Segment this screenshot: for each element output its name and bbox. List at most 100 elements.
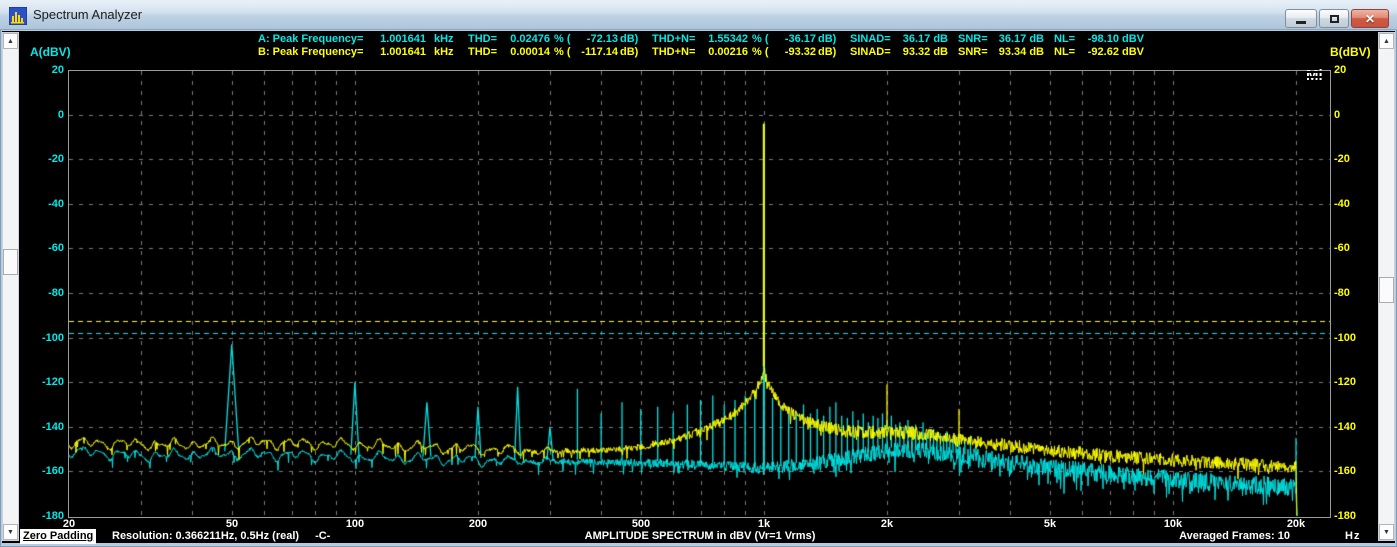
- readout-cell: kHz: [434, 46, 454, 58]
- minimize-button[interactable]: [1285, 9, 1317, 28]
- resolution-row: Resolution: 0.366211Hz, 0.5Hz (real) -C-: [112, 530, 330, 542]
- readout-cell: kHz: [434, 33, 454, 45]
- x-axis-tick: 50: [225, 518, 239, 530]
- x-axis-tick: 5k: [1043, 518, 1057, 530]
- right-scroll-down-button[interactable]: ▼: [1379, 524, 1394, 540]
- readout-row-channel-a: A: Peak Frequency= 1.001641 kHz THD= 0.02476…: [258, 33, 1144, 46]
- app-icon: [9, 7, 27, 25]
- resolution-text: Resolution: 0.366211Hz, 0.5Hz (real): [112, 530, 300, 542]
- left-scrollbar-thumb[interactable]: [3, 249, 18, 275]
- y-axis-tick-right: -140: [1334, 421, 1357, 433]
- y-axis-tick-left: -60: [48, 242, 64, 254]
- y-axis-tick-left: -140: [41, 421, 64, 433]
- x-axis-unit: Hz: [1345, 530, 1361, 542]
- readout-cell: -72.13: [586, 33, 618, 45]
- title-bar[interactable]: Spectrum Analyzer ✕: [0, 0, 1397, 30]
- readout-cell: A: Peak Frequency=: [258, 33, 364, 45]
- readout-cell: 93.34 dB: [998, 46, 1044, 58]
- averaged-frames-text: Averaged Frames: 10: [1179, 530, 1290, 542]
- readout-cell: 0.00014: [510, 46, 550, 58]
- left-scroll-up-button[interactable]: ▲: [3, 33, 18, 49]
- mi-logo: Mi: [1306, 67, 1332, 85]
- readout-cell: 0.02476: [510, 33, 550, 45]
- x-axis-tick: 20k: [1286, 518, 1306, 530]
- x-axis-tick: 200: [468, 518, 488, 530]
- readout-cell: -117.14: [581, 46, 618, 58]
- x-axis-tick: 10k: [1163, 518, 1183, 530]
- left-axis-title: A(dBV): [30, 45, 71, 59]
- x-axis-tick: 2k: [880, 518, 894, 530]
- readout-cell: SNR=: [958, 46, 988, 58]
- mi-logo-stripe: [1306, 71, 1330, 73]
- readout-cell: 1.001641: [380, 33, 426, 45]
- readout-cell: % (: [752, 33, 769, 45]
- scroll-up-icon: ▲: [1383, 37, 1390, 45]
- y-axis-tick-right: -80: [1334, 287, 1350, 299]
- readout-cell: dB): [620, 46, 639, 58]
- readout-cell: NL=: [1054, 46, 1076, 58]
- readout-cell: SNR=: [958, 33, 988, 45]
- y-axis-tick-left: 20: [51, 64, 64, 76]
- right-scrollbar[interactable]: ▲ ▼: [1378, 32, 1395, 541]
- readout-cell: dB): [818, 33, 837, 45]
- window-title: Spectrum Analyzer: [33, 7, 143, 22]
- readout-cell: THD=: [468, 46, 498, 58]
- readout-cell: % (: [752, 46, 769, 58]
- y-axis-tick-right: 0: [1334, 109, 1341, 121]
- readout-cell: SINAD=: [850, 46, 891, 58]
- readout-cell: 36.17 dB: [998, 33, 1044, 45]
- plot-frame: [68, 70, 1331, 518]
- scroll-down-icon: ▼: [1383, 528, 1390, 536]
- y-axis-tick-left: 0: [57, 109, 64, 121]
- scroll-down-icon: ▼: [7, 528, 14, 536]
- mi-logo-stripe: [1306, 76, 1330, 78]
- right-axis-title: B(dBV): [1330, 45, 1371, 59]
- y-axis-tick-right: -120: [1334, 376, 1357, 388]
- readout-cell: B: Peak Frequency=: [258, 46, 364, 58]
- y-axis-tick-right: -160: [1334, 465, 1357, 477]
- readout-cell: THD+N=: [652, 46, 696, 58]
- readout-cell: THD+N=: [652, 33, 696, 45]
- readout-cell: 1.55342: [708, 33, 748, 45]
- y-axis-tick-left: -40: [48, 198, 64, 210]
- y-axis-tick-right: -180: [1334, 510, 1357, 522]
- spectrum-plot-canvas[interactable]: [69, 71, 1330, 517]
- x-axis-tick: 20: [62, 518, 76, 530]
- y-axis-tick-right: -60: [1334, 242, 1350, 254]
- x-axis-tick: 500: [631, 518, 651, 530]
- zero-padding-indicator: Zero Padding: [20, 529, 97, 544]
- readout-cell: NL=: [1054, 33, 1076, 45]
- y-axis-tick-right: 20: [1334, 64, 1347, 76]
- readout-cell: % (: [554, 33, 571, 45]
- minimize-icon: [1296, 21, 1306, 24]
- y-axis-tick-left: -100: [41, 332, 64, 344]
- readout-cell: -98.10 dBV: [1087, 33, 1144, 45]
- readout-cell: 0.00216: [708, 46, 748, 58]
- readout-row-channel-b: B: Peak Frequency= 1.001641 kHz THD= 0.00014…: [258, 46, 1144, 59]
- right-scrollbar-thumb[interactable]: [1379, 277, 1394, 303]
- y-axis-tick-right: -40: [1334, 198, 1350, 210]
- readout-cell: dB): [818, 46, 837, 58]
- readout-cell: 93.32 dB: [902, 46, 948, 58]
- close-button[interactable]: ✕: [1351, 9, 1389, 28]
- y-axis-tick-left: -20: [48, 153, 64, 165]
- readout-cell: -92.62 dBV: [1087, 46, 1144, 58]
- close-icon: ✕: [1364, 11, 1376, 26]
- readout-cell: THD=: [468, 33, 498, 45]
- readout-cell: dB): [620, 33, 639, 45]
- y-axis-tick-left: -160: [41, 465, 64, 477]
- spectrum-title: AMPLITUDE SPECTRUM in dBV (Vr=1 Vrms): [584, 530, 816, 542]
- readout-cell: % (: [554, 46, 571, 58]
- y-axis-tick-right: -100: [1334, 332, 1357, 344]
- readout-cell: 1.001641: [380, 46, 426, 58]
- scroll-up-icon: ▲: [7, 37, 14, 45]
- readout-cell: -36.17: [784, 33, 816, 45]
- maximize-button[interactable]: [1319, 9, 1349, 28]
- y-axis-tick-left: -120: [41, 376, 64, 388]
- maximize-icon: [1329, 14, 1339, 23]
- readout-cell: -93.32: [784, 46, 816, 58]
- left-scroll-down-button[interactable]: ▼: [3, 524, 18, 540]
- left-scrollbar[interactable]: ▲ ▼: [2, 32, 19, 541]
- right-scroll-up-button[interactable]: ▲: [1379, 33, 1394, 49]
